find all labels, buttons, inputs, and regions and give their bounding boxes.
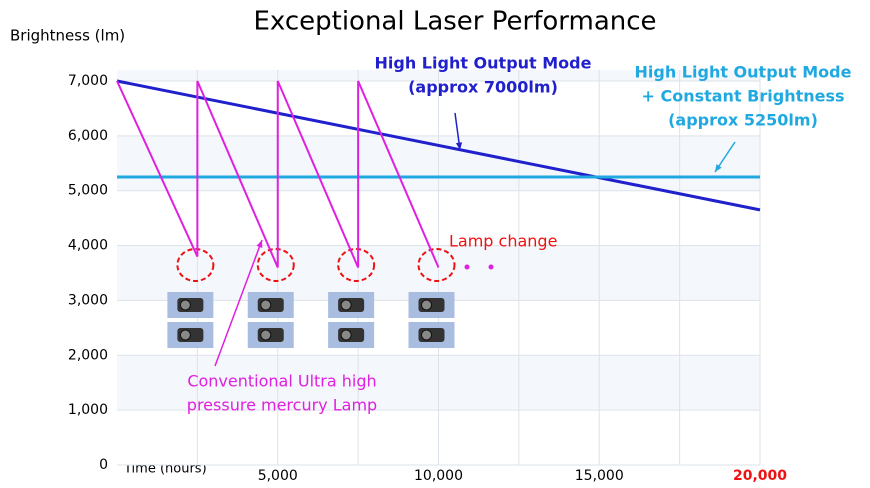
y-tick-label: 7,000 — [68, 73, 108, 89]
y-tick-label: 3,000 — [68, 292, 108, 308]
y-axis-label: Brightness (lm) — [10, 27, 125, 45]
projector-icon — [167, 322, 213, 348]
x-tick-label: 15,000 — [575, 468, 624, 484]
continuation-dot — [489, 265, 494, 270]
chart: Exceptional Laser Performance Brightness… — [0, 0, 870, 488]
icon-lens — [341, 330, 351, 340]
projector-icon — [409, 322, 455, 348]
annotation: pressure mercury Lamp — [187, 396, 377, 415]
icon-lens — [180, 300, 190, 310]
icon-lens — [422, 300, 432, 310]
projector-icon — [248, 322, 294, 348]
annotation: High Light Output Mode — [375, 54, 592, 73]
projector-icon — [328, 322, 374, 348]
annotation: (approx 7000lm) — [408, 78, 558, 97]
x-tick-label: 20,000 — [733, 468, 787, 484]
icon-lens — [261, 330, 271, 340]
projector-icon — [167, 292, 213, 318]
annotation: Conventional Ultra high — [187, 372, 376, 391]
y-tick-label: 0 — [99, 457, 108, 473]
icon-lens — [422, 330, 432, 340]
y-tick-label: 4,000 — [68, 238, 108, 254]
y-tick-label: 6,000 — [68, 128, 108, 144]
projector-icon — [248, 292, 294, 318]
icon-lens — [341, 300, 351, 310]
y-tick-label: 1,000 — [68, 402, 108, 418]
icon-lens — [180, 330, 190, 340]
annotation: High Light Output Mode — [635, 63, 852, 82]
projector-icon — [328, 292, 374, 318]
icon-lens — [261, 300, 271, 310]
x-tick-label: 5,000 — [258, 468, 298, 484]
chart-title: Exceptional Laser Performance — [253, 7, 656, 37]
continuation-dot — [465, 265, 470, 270]
projector-icon — [409, 292, 455, 318]
x-tick-label: 10,000 — [414, 468, 463, 484]
y-tick-label: 5,000 — [68, 183, 108, 199]
y-tick-label: 2,000 — [68, 347, 108, 363]
annotation: (approx 5250lm) — [668, 111, 818, 130]
annotation: Lamp change — [449, 232, 557, 251]
annotation: + Constant Brightness — [641, 87, 844, 106]
